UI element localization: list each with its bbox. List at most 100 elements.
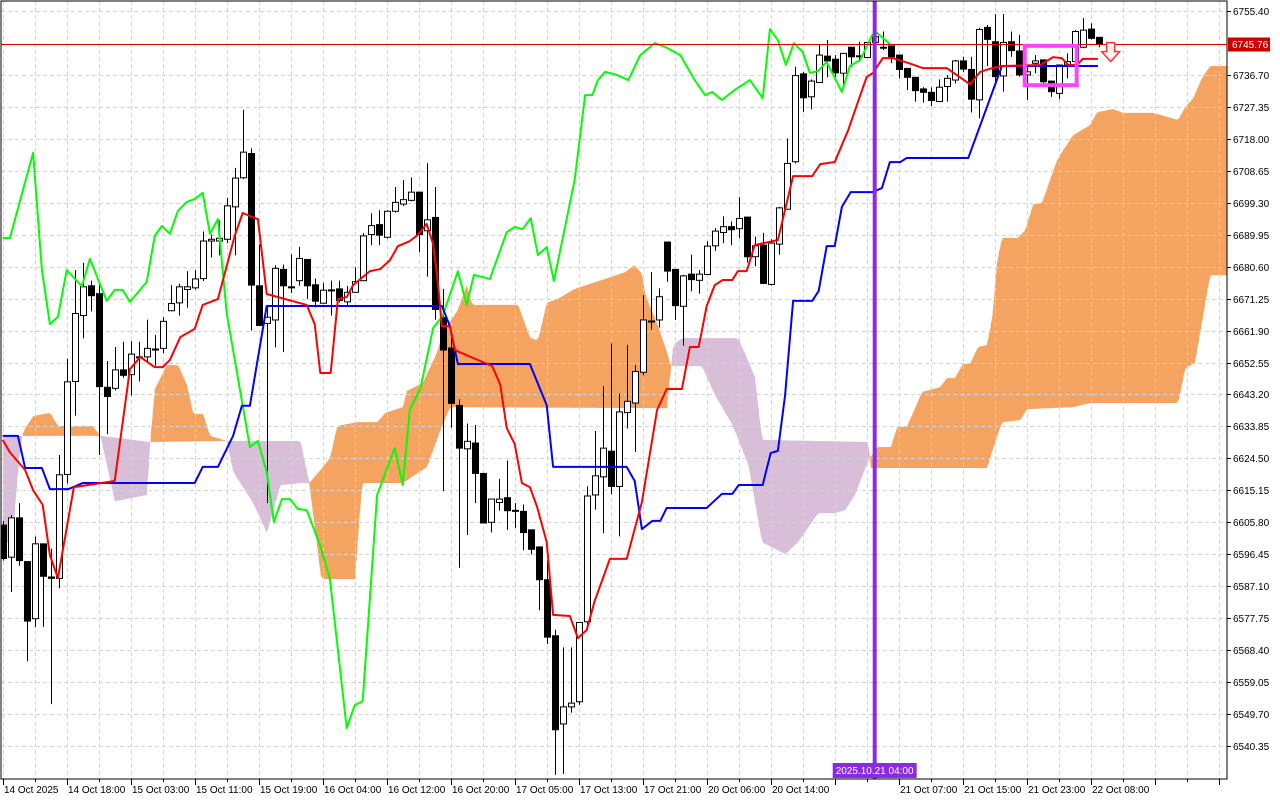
- cloud-segment: [36, 414, 40, 436]
- cloud-segment: [638, 270, 642, 409]
- candle: [320, 282, 327, 304]
- time-tick-label: 20 Oct 14:00: [772, 785, 830, 796]
- cloud-segment: [900, 426, 904, 468]
- cloud-segment: [366, 422, 370, 483]
- cloud-segment: [1138, 112, 1142, 404]
- cloud-segment: [782, 440, 786, 554]
- candle-body-bullish: [56, 474, 63, 579]
- cloud-segment: [960, 364, 964, 468]
- cloud-segment: [720, 338, 724, 409]
- cloud-segment: [1156, 113, 1160, 404]
- cloud-segment: [1108, 109, 1112, 404]
- cloud-segment: [1088, 123, 1092, 404]
- candle: [456, 399, 463, 568]
- cloud-segment: [100, 435, 104, 447]
- cloud-segment: [510, 304, 514, 408]
- price-tick-label: 6587.10: [1233, 582, 1270, 593]
- candle-body-bullish: [600, 447, 607, 478]
- cloud-segment: [250, 440, 254, 503]
- candle: [624, 344, 631, 429]
- cloud-segment: [964, 364, 968, 468]
- cloud-segment: [598, 280, 602, 408]
- price-tick-label: 6643.20: [1233, 390, 1270, 401]
- time-tick-label: 15 Oct 19:00: [260, 785, 318, 796]
- cloud-segment: [164, 365, 168, 442]
- candle-body-bearish: [920, 88, 927, 93]
- candle-body-bearish: [40, 543, 47, 577]
- plot-area[interactable]: [1, 0, 1228, 780]
- cloud-segment: [1112, 109, 1116, 404]
- cloud-segment: [542, 311, 546, 408]
- cloud-segment: [458, 301, 462, 408]
- cloud-segment: [1216, 66, 1220, 276]
- candle: [904, 67, 911, 90]
- chikou-span-line: [2, 28, 891, 730]
- cloud-segment: [594, 281, 598, 408]
- cloud-segment: [336, 425, 340, 580]
- cloud-segment: [92, 426, 96, 436]
- time-tick-label: 14 Oct 18:00: [68, 785, 126, 796]
- cloud-segment: [978, 346, 982, 468]
- cloud-segment: [144, 441, 148, 496]
- cloud-segment: [288, 440, 292, 485]
- cloud-segment: [936, 387, 940, 468]
- candle-body-bearish: [440, 317, 447, 351]
- price-tick-label: 6755.40: [1233, 7, 1270, 18]
- cloud-segment: [304, 461, 308, 483]
- cloud-segment: [1098, 111, 1102, 404]
- cloud-segment: [860, 441, 864, 480]
- cloud-segment: [852, 441, 856, 499]
- cloud-segment: [84, 425, 88, 436]
- cloud-segment: [700, 338, 704, 368]
- cloud-segment: [524, 323, 528, 408]
- price-axis[interactable]: 6755.40 6736.70 6727.35 6718.00 6708.65 6699.…: [1227, 7, 1270, 753]
- cloud-segment: [768, 440, 772, 547]
- cloud-segment: [1104, 110, 1108, 404]
- cloud-segment: [948, 378, 952, 468]
- candle: [288, 254, 295, 293]
- candle: [1080, 18, 1087, 49]
- candle-body-bullish: [64, 381, 71, 475]
- candle-body-bullish: [1032, 60, 1039, 64]
- cloud-segment: [148, 434, 152, 464]
- cloud-segment: [172, 365, 176, 442]
- cloud-segment: [106, 436, 110, 474]
- candle: [656, 288, 663, 328]
- cloud-segment: [82, 425, 86, 436]
- cloud-segment: [344, 424, 348, 580]
- cloud-segment: [932, 388, 936, 468]
- cloud-segment: [1134, 112, 1138, 404]
- candle-body-bullish: [368, 225, 375, 236]
- cloud-segment: [154, 385, 158, 442]
- cloud-segment: [104, 436, 108, 465]
- candle: [360, 233, 367, 282]
- candle: [672, 268, 679, 320]
- cloud-segment: [976, 346, 980, 468]
- cloud-segment: [590, 282, 594, 408]
- time-tick-label: 22 Oct 08:00: [1092, 785, 1150, 796]
- candle-body-bullish: [80, 286, 87, 317]
- cloud-segment: [364, 422, 368, 483]
- candle: [192, 270, 199, 290]
- cloud-segment: [44, 413, 48, 436]
- cloud-segment: [680, 338, 684, 367]
- cloud-segment: [826, 441, 830, 514]
- cloud-segment: [1204, 70, 1208, 306]
- candle-body-bullish: [576, 621, 583, 703]
- cloud-segment: [188, 393, 192, 442]
- candle: [112, 346, 119, 391]
- candle: [488, 498, 495, 533]
- time-axis[interactable]: 14 Oct 2025 14 Oct 18:00 15 Oct 03:00 15 Oc…: [3, 763, 1220, 796]
- candle-body-bullish: [184, 286, 191, 291]
- candle: [528, 529, 535, 555]
- time-tick-label: 21 Oct 15:00: [964, 785, 1022, 796]
- cloud-segment: [992, 287, 996, 450]
- cloud-segment: [1094, 112, 1098, 404]
- candle-body-bearish: [1016, 50, 1023, 76]
- cloud-segment: [440, 331, 444, 430]
- cloud-segment: [650, 308, 654, 409]
- cloud-segment: [368, 422, 372, 483]
- cursor-vertical-line[interactable]: [872, 0, 877, 780]
- cloud-segment: [124, 438, 128, 500]
